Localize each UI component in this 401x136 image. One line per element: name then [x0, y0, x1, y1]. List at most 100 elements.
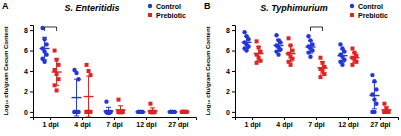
error-cap — [372, 82, 377, 83]
x-tick-mark — [82, 117, 83, 120]
error-cap — [106, 107, 111, 108]
error-cap — [352, 52, 357, 53]
point — [276, 52, 280, 56]
point — [244, 48, 248, 52]
y-tick-label: 6 — [226, 47, 230, 54]
x-tick-mark — [178, 117, 179, 120]
x-tick: 12 dpi — [338, 117, 358, 129]
error-bar — [374, 82, 375, 109]
error-bar — [56, 59, 57, 86]
error-cap — [320, 74, 325, 75]
mean-line — [179, 111, 189, 112]
point — [370, 73, 374, 77]
point — [319, 56, 323, 60]
error-bar — [386, 107, 387, 113]
point — [170, 110, 174, 114]
point — [350, 47, 354, 51]
error-cap — [352, 62, 357, 63]
x-tick-label: 12 dpi — [136, 121, 156, 129]
point — [85, 63, 89, 67]
x-tick-mark — [146, 117, 147, 120]
significance-bracket — [311, 27, 323, 31]
legend-label: Prebiotic — [358, 12, 388, 19]
plot-area — [40, 26, 190, 117]
point — [138, 110, 142, 114]
point — [274, 33, 278, 37]
error-cap — [54, 58, 59, 59]
error-cap — [244, 36, 249, 37]
point — [340, 63, 344, 67]
x-tick: 4 dpi — [74, 117, 90, 129]
x-tick-label: 4 dpi — [74, 121, 90, 129]
error-bar — [310, 41, 311, 53]
point — [40, 26, 44, 30]
point — [382, 102, 386, 106]
x-tick: 12 dpi — [136, 117, 156, 129]
x-tick-label: 12 dpi — [338, 121, 358, 129]
error-cap — [170, 111, 175, 112]
error-cap — [138, 111, 143, 112]
point — [170, 110, 174, 114]
error-cap — [308, 40, 313, 41]
error-bar — [322, 62, 323, 74]
x-tick: 27 dpi — [168, 117, 188, 129]
x-tick-label: 4 dpi — [276, 121, 292, 129]
x-axis-line — [34, 118, 197, 121]
point — [255, 61, 259, 65]
x-tick: 1 dpi — [42, 117, 58, 129]
x-tick: 1 dpi — [244, 117, 260, 129]
legend-marker — [148, 13, 152, 17]
error-cap — [150, 113, 155, 114]
y-tick: 8 — [226, 27, 235, 34]
point — [182, 110, 186, 114]
error-bar — [342, 49, 343, 62]
y-tick: 0 — [24, 109, 33, 116]
y-tick-mark — [30, 71, 33, 72]
error-cap — [276, 51, 281, 52]
legend: ControlPrebiotic — [350, 3, 388, 19]
y-tick-mark — [232, 51, 235, 52]
x-tick-label: 1 dpi — [42, 121, 58, 129]
point — [306, 34, 310, 38]
error-bar — [88, 76, 89, 117]
y-tick: 2 — [24, 88, 33, 95]
point — [182, 110, 186, 114]
mean-line — [167, 111, 177, 112]
x-tick-mark — [252, 117, 253, 120]
y-tick: 2 — [226, 88, 235, 95]
y-tick-mark — [30, 51, 33, 52]
panel-label: B — [204, 1, 211, 11]
x-axis: 1 dpi 4 dpi 7 dpi 12 dpi 27 dpi — [34, 117, 197, 129]
error-cap — [118, 113, 123, 114]
point — [55, 88, 59, 92]
x-tick: 7 dpi — [106, 117, 122, 129]
error-cap — [182, 111, 187, 112]
y-tick-label: 0 — [24, 109, 28, 116]
error-bar — [76, 79, 77, 116]
significance-bracket — [45, 27, 57, 31]
error-bar — [152, 108, 153, 114]
point — [291, 57, 295, 61]
y-tick-mark — [232, 112, 235, 113]
y-axis-title: Log₁₀ cfu/gram Cecum Content — [205, 26, 211, 115]
point — [182, 110, 186, 114]
x-tick-mark — [380, 117, 381, 120]
point — [104, 99, 108, 103]
point — [350, 63, 354, 67]
error-cap — [320, 61, 325, 62]
legend-marker — [350, 4, 354, 8]
y-tick-label: 0 — [226, 109, 230, 116]
point — [242, 30, 246, 34]
x-tick-mark — [50, 117, 51, 120]
error-cap — [42, 59, 47, 60]
error-cap — [244, 48, 249, 49]
figure: AS. EnteritidisLog₁₀ cfu/gram Cecum Cont… — [0, 0, 401, 136]
y-tick-label: 4 — [24, 68, 28, 75]
x-tick-mark — [114, 117, 115, 120]
x-tick-mark — [348, 117, 349, 120]
legend-label: Prebiotic — [156, 12, 186, 19]
error-cap — [340, 49, 345, 50]
error-cap — [74, 79, 79, 80]
error-cap — [150, 107, 155, 108]
error-bar — [246, 36, 247, 48]
